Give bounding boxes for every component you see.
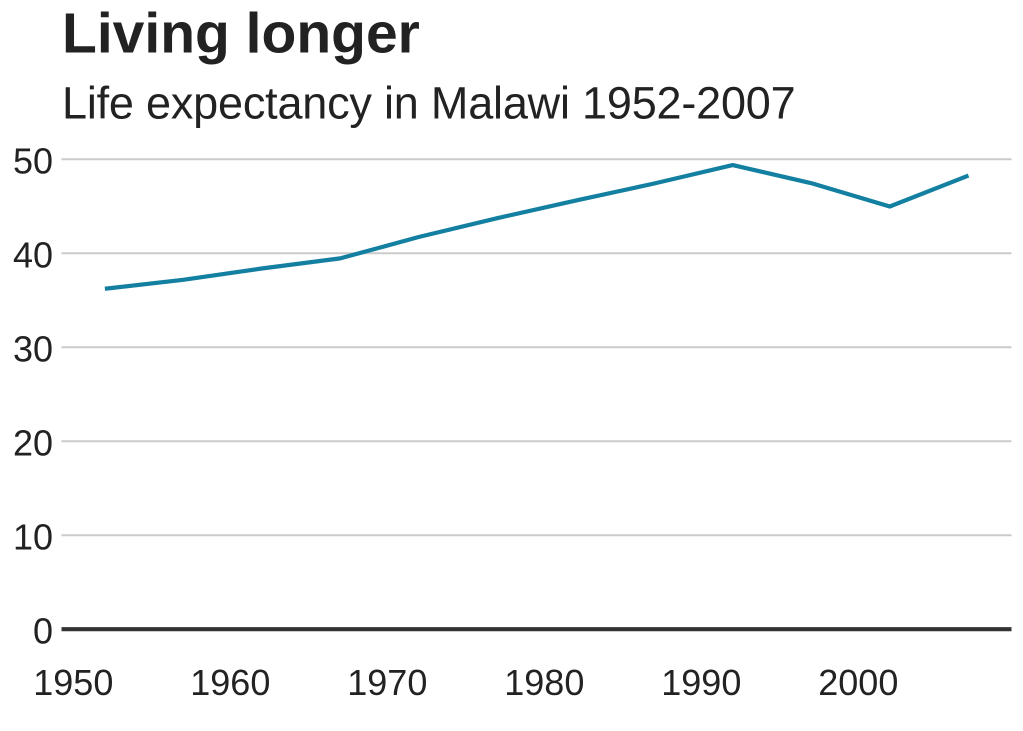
svg-text:0: 0 xyxy=(33,610,53,651)
svg-text:1990: 1990 xyxy=(661,662,741,703)
svg-text:30: 30 xyxy=(13,328,53,369)
svg-text:50: 50 xyxy=(13,140,53,181)
svg-text:1970: 1970 xyxy=(347,662,427,703)
svg-text:2000: 2000 xyxy=(818,662,898,703)
svg-text:20: 20 xyxy=(13,422,53,463)
svg-text:Living longer: Living longer xyxy=(62,1,420,65)
svg-text:40: 40 xyxy=(13,234,53,275)
svg-text:1950: 1950 xyxy=(33,662,113,703)
svg-text:Life expectancy in Malawi 1952: Life expectancy in Malawi 1952-2007 xyxy=(62,78,795,129)
svg-text:1960: 1960 xyxy=(190,662,270,703)
svg-text:10: 10 xyxy=(13,516,53,557)
svg-text:1980: 1980 xyxy=(504,662,584,703)
